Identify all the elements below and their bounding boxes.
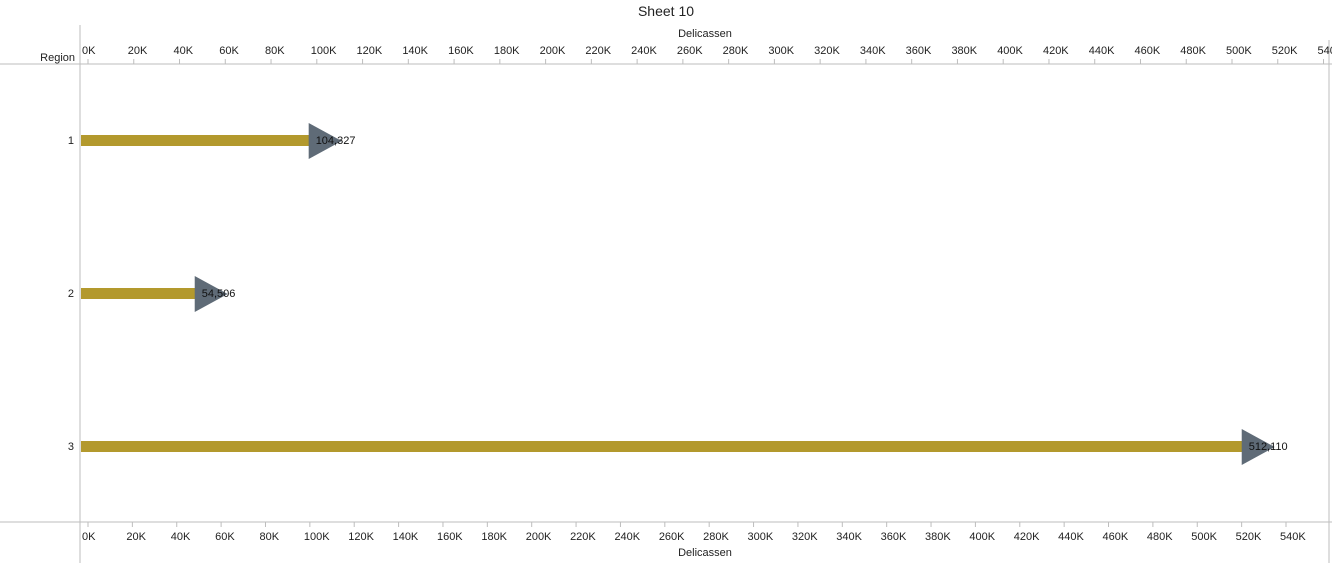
bottom-tick-label: 340K (836, 531, 862, 543)
bar-region-3 (81, 441, 1244, 452)
bottom-tick-label: 80K (259, 531, 279, 543)
top-tick-label: 220K (585, 45, 611, 57)
bottom-tick-label: 160K (437, 531, 463, 543)
chart-title: Sheet 10 (638, 3, 694, 19)
bar-region-2 (81, 288, 197, 299)
bar-rows: 1 104,327 2 54,506 3 512,110 (68, 123, 1288, 465)
top-tick-label: 480K (1180, 45, 1206, 57)
bottom-tick-label: 200K (526, 531, 552, 543)
top-tick-label: 420K (1043, 45, 1069, 57)
region-label: 1 (68, 135, 74, 147)
bottom-tick-label: 500K (1191, 531, 1217, 543)
bottom-axis-title: Delicassen (678, 547, 732, 559)
top-tick-label: 140K (402, 45, 428, 57)
value-label-region-1: 104,327 (316, 135, 356, 147)
top-tick-label: 280K (723, 45, 749, 57)
top-tick-label: 40K (174, 45, 194, 57)
top-tick-label: 300K (768, 45, 794, 57)
bottom-axis-ticks: 0K 20K 40K 60K 80K 100K 120K 140K 160K 180K 200K 22… (82, 522, 1306, 543)
bottom-tick-label: 460K (1103, 531, 1129, 543)
bottom-tick-label: 380K (925, 531, 951, 543)
top-tick-label: 540K (1318, 45, 1332, 57)
bottom-tick-label: 60K (215, 531, 235, 543)
top-tick-label: 440K (1089, 45, 1115, 57)
end-marker-region-2 (194, 276, 228, 312)
top-tick-label: 240K (631, 45, 657, 57)
top-axis-ticks: 0K 20K 40K 60K 80K 100K 120K 140K 160K 180K 200K 22… (82, 45, 1332, 64)
bottom-tick-label: 400K (969, 531, 995, 543)
top-tick-label: 160K (448, 45, 474, 57)
top-axis-title: Delicassen (678, 28, 732, 40)
bottom-tick-label: 300K (748, 531, 774, 543)
top-tick-label: 100K (311, 45, 337, 57)
top-tick-label: 320K (814, 45, 840, 57)
end-marker-region-3 (1241, 429, 1275, 465)
top-tick-label: 80K (265, 45, 285, 57)
top-tick-label: 500K (1226, 45, 1252, 57)
top-tick-label: 260K (677, 45, 703, 57)
bottom-tick-label: 360K (881, 531, 907, 543)
region-label: 2 (68, 288, 74, 300)
top-tick-label: 180K (494, 45, 520, 57)
top-tick-label: 520K (1272, 45, 1298, 57)
top-tick-label: 20K (128, 45, 148, 57)
bottom-tick-label: 420K (1014, 531, 1040, 543)
top-tick-label: 200K (540, 45, 566, 57)
top-tick-label: 120K (357, 45, 383, 57)
top-tick-label: 460K (1134, 45, 1160, 57)
bottom-tick-label: 20K (126, 531, 146, 543)
bottom-tick-label: 180K (481, 531, 507, 543)
bar-region-1 (81, 135, 311, 146)
y-axis-title: Region (40, 52, 75, 64)
bottom-tick-label: 0K (82, 531, 96, 543)
bottom-tick-label: 120K (348, 531, 374, 543)
region-label: 3 (68, 441, 74, 453)
bottom-tick-label: 440K (1058, 531, 1084, 543)
top-tick-label: 340K (860, 45, 886, 57)
bottom-tick-label: 100K (304, 531, 330, 543)
top-tick-label: 380K (951, 45, 977, 57)
bottom-tick-label: 40K (171, 531, 191, 543)
bottom-tick-label: 240K (614, 531, 640, 543)
top-tick-label: 0K (82, 45, 96, 57)
bottom-tick-label: 280K (703, 531, 729, 543)
bottom-tick-label: 540K (1280, 531, 1306, 543)
value-label-region-3: 512,110 (1249, 441, 1288, 453)
bottom-tick-label: 260K (659, 531, 685, 543)
top-tick-label: 360K (906, 45, 932, 57)
bottom-tick-label: 520K (1236, 531, 1262, 543)
end-marker-region-1 (308, 123, 342, 159)
top-tick-label: 60K (219, 45, 239, 57)
value-label-region-2: 54,506 (202, 288, 236, 300)
bottom-tick-label: 480K (1147, 531, 1173, 543)
bottom-tick-label: 220K (570, 531, 596, 543)
bottom-tick-label: 320K (792, 531, 818, 543)
bottom-tick-label: 140K (393, 531, 419, 543)
top-tick-label: 400K (997, 45, 1023, 57)
